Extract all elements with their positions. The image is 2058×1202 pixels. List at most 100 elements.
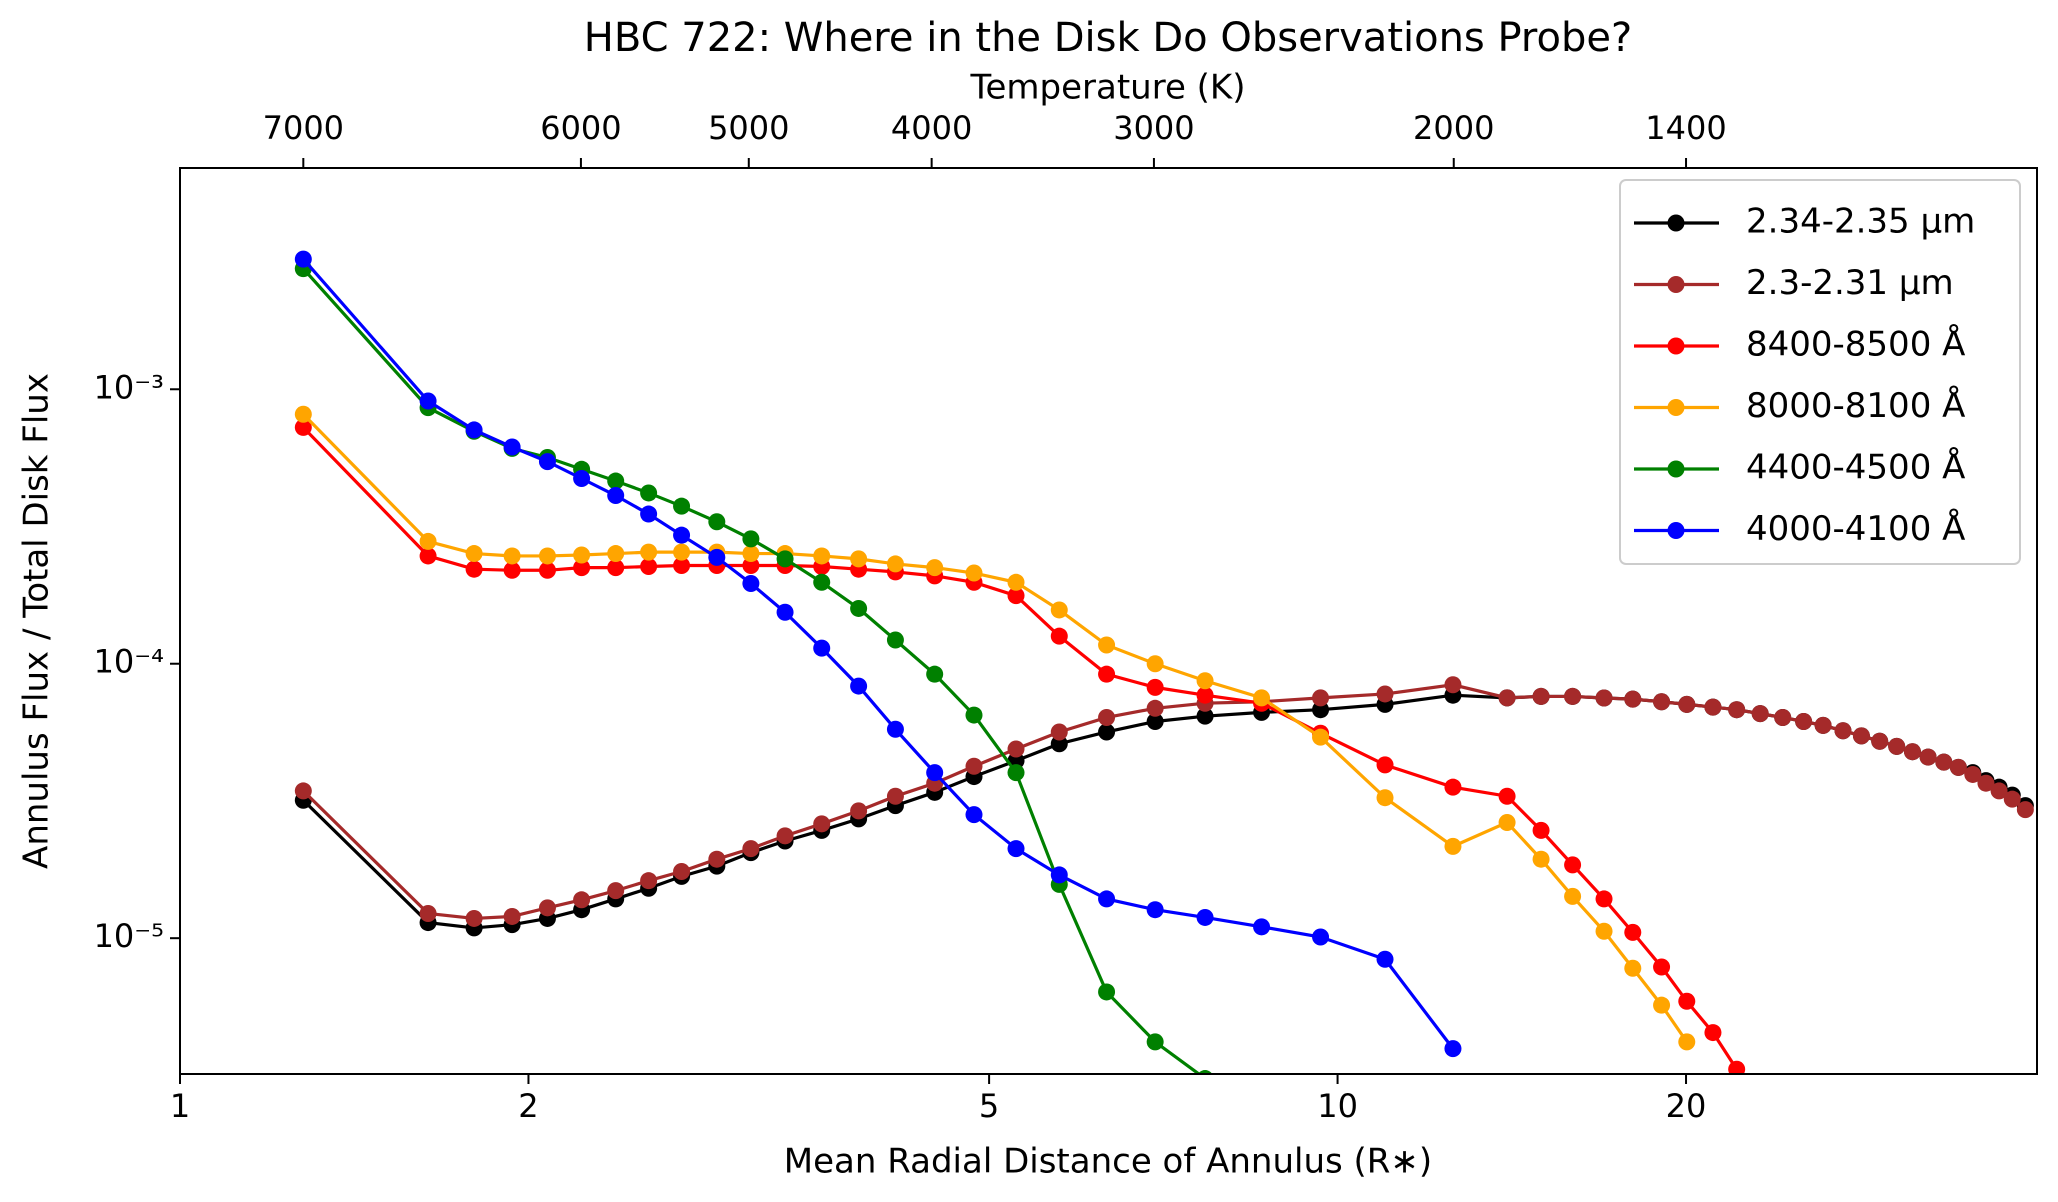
data-point	[742, 575, 760, 593]
data-point	[850, 599, 868, 617]
data-point	[1795, 712, 1813, 730]
plot-frame	[179, 167, 2038, 1075]
data-point	[1678, 992, 1696, 1010]
data-point	[1098, 983, 1116, 1001]
data-point	[742, 545, 760, 563]
data-point	[1146, 1033, 1164, 1051]
data-point	[1903, 743, 1921, 761]
data-point	[886, 720, 904, 738]
series-line	[302, 413, 1689, 1043]
data-point	[294, 418, 312, 436]
data-point	[1376, 950, 1394, 968]
top-tick-label: 7000	[263, 109, 344, 147]
data-point	[1050, 601, 1068, 619]
data-point	[1376, 756, 1394, 774]
data-point	[1935, 753, 1953, 771]
data-point	[965, 706, 983, 724]
data-point	[1196, 672, 1214, 690]
data-point	[607, 559, 625, 577]
data-point	[503, 438, 521, 456]
top-tick-label: 3000	[1113, 109, 1194, 147]
data-point	[1532, 850, 1550, 868]
data-point	[419, 392, 437, 410]
data-point	[926, 764, 944, 782]
y-axis-label: Annulus Flux / Total Disk Flux	[17, 373, 57, 869]
data-point	[294, 250, 312, 268]
data-point	[1376, 685, 1394, 703]
data-point	[640, 543, 658, 561]
data-point	[708, 850, 726, 868]
data-point	[1532, 687, 1550, 705]
data-point	[776, 827, 794, 845]
data-point	[1007, 840, 1025, 858]
x-tick-label: 10	[1317, 1087, 1358, 1125]
data-point	[1852, 727, 1870, 745]
data-point	[538, 899, 556, 917]
data-point	[965, 757, 983, 775]
data-point	[1050, 866, 1068, 884]
data-point	[1050, 735, 1068, 753]
top-tick-label: 5000	[708, 109, 789, 147]
data-point	[1751, 705, 1769, 723]
legend-marker	[1667, 337, 1685, 355]
plot-area	[294, 250, 2034, 1074]
data-point	[1312, 728, 1330, 746]
data-point	[640, 484, 658, 502]
data-point	[294, 782, 312, 800]
data-point	[1595, 922, 1613, 940]
data-point	[1871, 732, 1889, 750]
data-point	[1728, 1060, 1746, 1074]
data-point	[708, 513, 726, 531]
data-point	[1888, 737, 1906, 755]
data-point	[1977, 774, 1995, 792]
legend-label: 4400-4500 Å	[1746, 447, 1965, 488]
data-point	[1595, 890, 1613, 908]
data-point	[1653, 996, 1671, 1014]
data-point	[1098, 636, 1116, 654]
top-tick-label: 2000	[1413, 109, 1494, 147]
data-point	[573, 546, 591, 564]
legend-marker	[1667, 399, 1685, 416]
legend-marker	[1667, 460, 1685, 478]
data-point	[1444, 778, 1462, 796]
data-point	[1376, 789, 1394, 807]
data-point	[1007, 573, 1025, 591]
data-point	[1990, 782, 2008, 800]
data-point	[813, 547, 831, 565]
data-point	[465, 560, 483, 578]
data-point	[1253, 689, 1271, 707]
data-point	[607, 472, 625, 490]
data-point	[1704, 698, 1722, 716]
data-point	[850, 550, 868, 568]
legend-marker	[1667, 522, 1685, 539]
top-tick-label: 6000	[540, 109, 621, 147]
data-point	[294, 405, 312, 423]
data-point	[607, 487, 625, 505]
data-point	[1050, 723, 1068, 741]
x-tick-label: 20	[1666, 1087, 1707, 1125]
data-point	[1196, 908, 1214, 926]
data-point	[538, 547, 556, 565]
data-point	[1146, 678, 1164, 696]
data-point	[673, 556, 691, 574]
data-point	[1498, 813, 1516, 831]
data-point	[1098, 665, 1116, 683]
top-tick-label: 4000	[891, 109, 972, 147]
data-point	[1253, 918, 1271, 936]
x-tick-label: 2	[518, 1087, 538, 1125]
data-point	[419, 547, 437, 565]
data-point	[813, 815, 831, 833]
data-point	[776, 550, 794, 568]
data-point	[1814, 716, 1832, 734]
data-point	[1007, 587, 1025, 605]
data-point	[465, 421, 483, 439]
data-point	[1312, 689, 1330, 707]
x-tick-label: 1	[170, 1087, 190, 1125]
data-point	[1624, 690, 1642, 708]
data-point	[2016, 801, 2034, 819]
data-point	[1146, 655, 1164, 673]
data-point	[1532, 821, 1550, 839]
data-point	[1624, 923, 1642, 941]
legend-label: 8000-8100 Å	[1746, 385, 1965, 426]
